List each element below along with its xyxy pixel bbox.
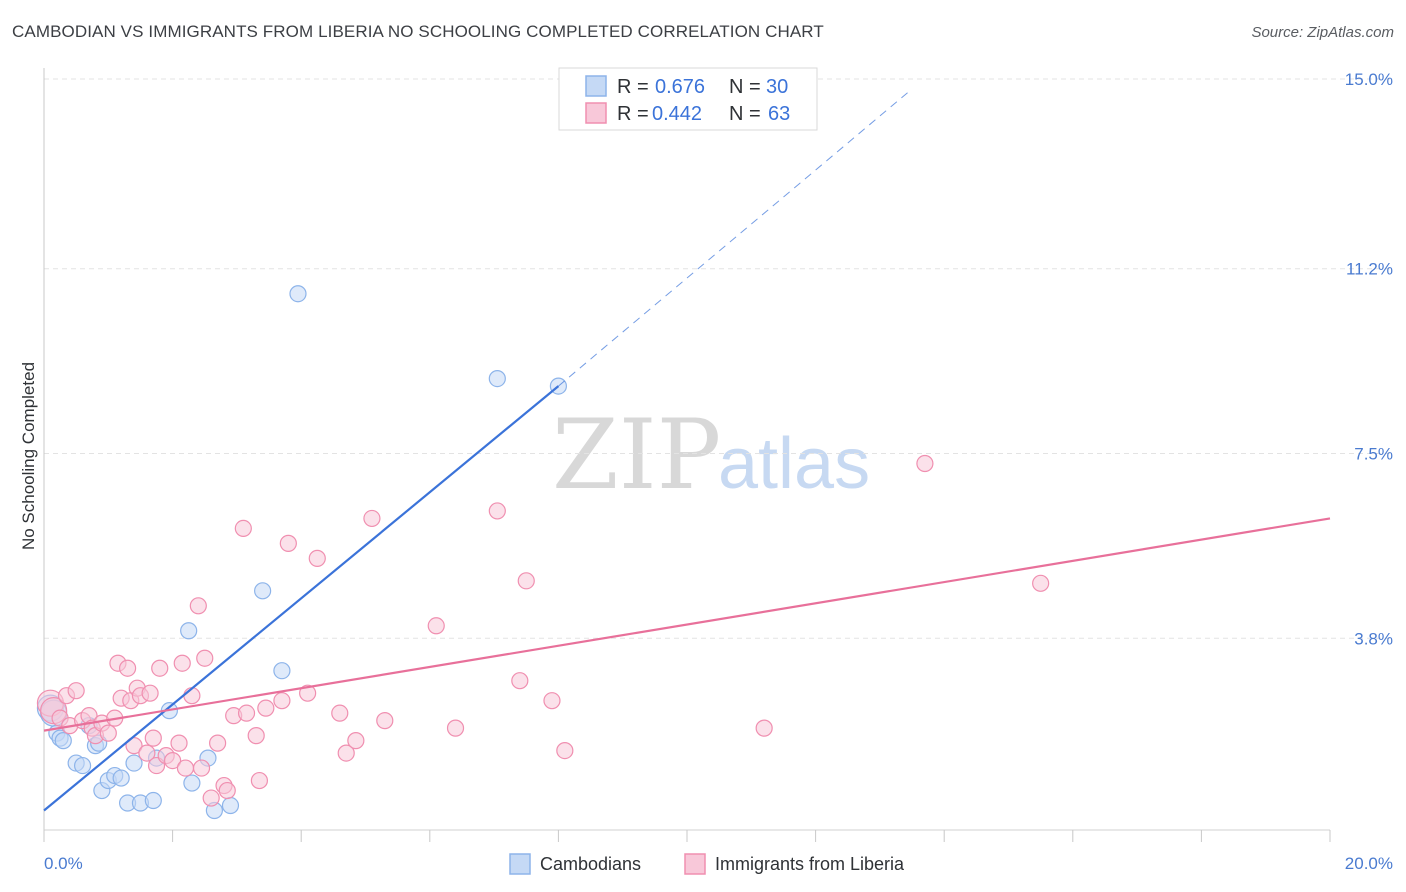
bottom-legend-swatch-cambodians bbox=[509, 853, 531, 875]
legend-n-label-2: N = bbox=[729, 103, 761, 125]
watermark-atlas: atlas bbox=[718, 424, 870, 504]
y-tick-labels: 3.8% 7.5% 11.2% 15.0% bbox=[1345, 70, 1393, 648]
y-tick-label-3: 15.0% bbox=[1345, 70, 1393, 89]
liberia-point-26 bbox=[164, 751, 182, 770]
liberia-trend-line bbox=[43, 517, 1331, 732]
legend-r-label-1: R = bbox=[617, 76, 649, 98]
liberia-point-60 bbox=[755, 719, 773, 737]
legend-r-label-2: R = bbox=[617, 103, 649, 125]
liberia-point-43 bbox=[257, 699, 275, 717]
watermark: ZIP atlas bbox=[552, 399, 870, 511]
x-tick-label-1: 20.0% bbox=[1345, 854, 1393, 873]
liberia-point-45 bbox=[279, 534, 297, 552]
cambodian-point-20 bbox=[180, 622, 198, 640]
bottom-legend-cambodians: Cambodians bbox=[540, 854, 641, 874]
cambodian-point-26 bbox=[273, 662, 291, 680]
liberia-point-37 bbox=[218, 781, 236, 800]
liberia-point-61 bbox=[916, 454, 934, 473]
cambodian-point-13 bbox=[112, 769, 130, 787]
cambodian-point-17 bbox=[144, 791, 162, 810]
liberia-point-58 bbox=[543, 692, 561, 710]
legend-swatch-liberia bbox=[585, 102, 607, 124]
gridlines bbox=[44, 78, 1392, 639]
liberia-point-32 bbox=[192, 759, 211, 777]
liberia-point-48 bbox=[331, 704, 349, 722]
liberia-point-20 bbox=[138, 744, 156, 762]
cambodian-trend-line bbox=[43, 385, 560, 812]
cambodian-point-15 bbox=[125, 754, 143, 772]
liberia-point-41 bbox=[247, 727, 265, 745]
liberia-point-22 bbox=[144, 729, 162, 747]
chart-title: CAMBODIAN VS IMMIGRANTS FROM LIBERIA NO … bbox=[12, 22, 824, 41]
x-tick-marks bbox=[43, 830, 1331, 842]
liberia-point-11 bbox=[99, 724, 117, 742]
liberia-point-39 bbox=[234, 519, 252, 538]
liberia-point-50 bbox=[347, 732, 365, 750]
liberia-point-59 bbox=[556, 742, 574, 760]
cambodian-point-21 bbox=[183, 774, 201, 792]
x-tick-label-0: 0.0% bbox=[44, 854, 83, 873]
y-tick-label-2: 11.2% bbox=[1346, 260, 1393, 279]
legend-n-label-1: N = bbox=[729, 76, 761, 98]
liberia-point-42 bbox=[250, 771, 269, 790]
liberia-point-27 bbox=[170, 734, 188, 752]
liberia-point-24 bbox=[151, 659, 169, 677]
liberia-point-33 bbox=[196, 649, 214, 667]
bottom-legend-swatch-liberia bbox=[684, 853, 706, 875]
liberia-point-31 bbox=[189, 597, 207, 615]
cambodian-point-6 bbox=[73, 756, 92, 775]
legend-r-value-2: 0.442 bbox=[652, 103, 702, 125]
liberia-point-29 bbox=[176, 759, 195, 777]
series-legend: Cambodians Immigrants from Liberia bbox=[509, 853, 905, 875]
liberia-point-57 bbox=[517, 572, 535, 590]
liberia-point-28 bbox=[173, 654, 191, 672]
liberia-point-49 bbox=[337, 744, 355, 762]
stats-legend: R = 0.676 N = 30 R = 0.442 N = 63 bbox=[558, 67, 818, 131]
legend-n-value-1: 30 bbox=[766, 76, 788, 98]
cambodian-point-24 bbox=[221, 796, 240, 815]
liberia-point-34 bbox=[202, 789, 220, 807]
legend-n-value-2: 63 bbox=[768, 103, 790, 125]
trend-lines bbox=[43, 88, 1331, 812]
liberia-point-15 bbox=[118, 659, 137, 677]
liberia-point-51 bbox=[363, 509, 381, 528]
cambodian-point-25 bbox=[254, 582, 272, 600]
x-tick-labels: 0.0% 20.0% bbox=[44, 854, 1393, 873]
cambodian-point-28 bbox=[488, 370, 506, 388]
scatter-points bbox=[36, 285, 1050, 820]
legend-r-value-1: 0.676 bbox=[655, 76, 705, 98]
liberia-point-30 bbox=[183, 687, 201, 705]
liberia-point-62 bbox=[1032, 574, 1050, 592]
liberia-point-5 bbox=[67, 682, 85, 700]
liberia-point-46 bbox=[299, 684, 317, 702]
cambodian-point-27 bbox=[289, 285, 307, 303]
liberia-point-52 bbox=[376, 712, 394, 730]
source-credit: Source: ZipAtlas.com bbox=[1251, 24, 1394, 41]
liberia-point-47 bbox=[308, 549, 326, 567]
liberia-point-35 bbox=[209, 734, 227, 752]
liberia-point-54 bbox=[446, 719, 465, 737]
cambodian-point-4 bbox=[54, 732, 72, 750]
y-tick-label-1: 7.5% bbox=[1354, 445, 1393, 464]
liberia-point-44 bbox=[273, 692, 291, 710]
bottom-legend-liberia: Immigrants from Liberia bbox=[715, 854, 905, 874]
liberia-point-53 bbox=[427, 617, 445, 635]
watermark-zip: ZIP bbox=[552, 399, 721, 511]
cambodian-trend-extension bbox=[558, 88, 913, 387]
liberia-point-21 bbox=[141, 684, 159, 702]
liberia-point-55 bbox=[488, 502, 506, 520]
liberia-point-56 bbox=[511, 672, 529, 690]
y-tick-label-0: 3.8% bbox=[1354, 629, 1393, 648]
liberia-point-40 bbox=[237, 704, 256, 722]
legend-swatch-cambodians bbox=[585, 75, 607, 97]
y-axis-title: No Schooling Completed bbox=[19, 362, 38, 550]
